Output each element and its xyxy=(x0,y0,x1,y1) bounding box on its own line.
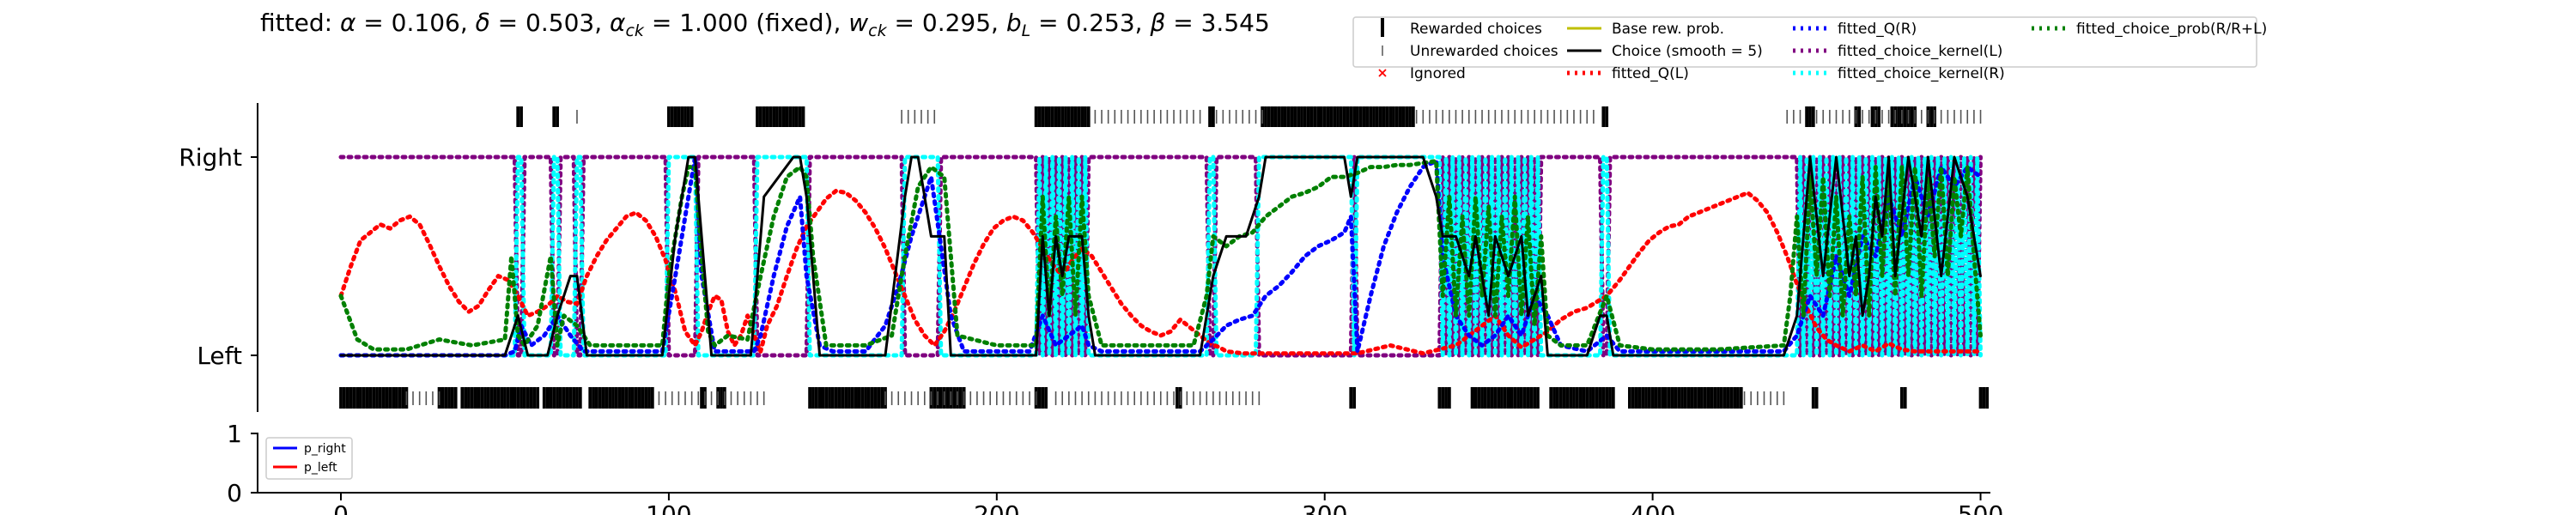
left-choice-raster xyxy=(339,387,1990,409)
legend-marker xyxy=(1378,69,1387,77)
legend-label: fitted_choice_prob(R/R+L) xyxy=(2076,21,2267,38)
lower-xtick-label: 500 xyxy=(1958,500,2003,515)
main-ytick-label: Right xyxy=(179,143,242,172)
legend-item: fitted_choice_kernel(R) xyxy=(1793,65,2005,82)
legend-item: Base rew. prob. xyxy=(1567,21,1724,38)
series-line-choice-smooth-5 xyxy=(339,155,1982,357)
lower-ytick-label: 1 xyxy=(227,420,242,448)
legend: Rewarded choices Unrewarded choices Ignore… xyxy=(1352,16,2267,82)
series-line-fitted-choice-prob-r-r-l xyxy=(338,159,1983,352)
legend-label: fitted_Q(L) xyxy=(1612,65,1689,82)
legend-item: Choice (smooth = 5) xyxy=(1567,43,1763,60)
legend-label: fitted_choice_kernel(L) xyxy=(1838,43,2002,60)
lower-legend-item: p_left xyxy=(273,461,337,475)
legend-label: Rewarded choices xyxy=(1410,21,1542,38)
legend-item: fitted_choice_kernel(L) xyxy=(1793,43,2002,60)
main-plot: Left Right xyxy=(179,103,1990,412)
legend-item: Rewarded choices xyxy=(1381,18,1542,38)
main-ytick-label: Left xyxy=(197,342,242,370)
legend-item: fitted_choice_prob(R/R+L) xyxy=(2032,21,2267,38)
lower-xtick-label: 0 xyxy=(333,500,349,515)
lower-plot: 0 1 0 100 200 300 400 500 p_right p_left xyxy=(227,420,2003,515)
lower-legend-label: p_right xyxy=(304,442,346,456)
lower-xtick-label: 300 xyxy=(1302,500,1347,515)
right-choice-raster xyxy=(516,106,1982,127)
lower-xtick-label: 200 xyxy=(974,500,1019,515)
legend-item: fitted_Q(L) xyxy=(1567,65,1689,82)
lower-legend-label: p_left xyxy=(304,461,337,475)
series-line-fitted-q-r xyxy=(338,154,1983,358)
legend-label: Choice (smooth = 5) xyxy=(1612,43,1763,60)
legend-label: Unrewarded choices xyxy=(1410,43,1558,60)
lower-legend: p_right p_left xyxy=(265,437,353,480)
legend-item: fitted_Q(R) xyxy=(1793,21,1917,38)
lower-legend-item: p_right xyxy=(273,442,346,456)
legend-label: Base rew. prob. xyxy=(1612,21,1724,38)
legend-label: fitted_choice_kernel(R) xyxy=(1838,65,2005,82)
legend-item: Ignored xyxy=(1378,65,1466,82)
lower-xtick-label: 100 xyxy=(646,500,691,515)
series-line-fitted-choice-kernel-r xyxy=(338,154,1983,358)
legend-label: Ignored xyxy=(1410,65,1466,82)
chart-title: fitted: α = 0.106, δ = 0.503, αck = 1.00… xyxy=(260,9,1270,40)
legend-item: Unrewarded choices xyxy=(1382,43,1558,60)
lower-ytick-label: 0 xyxy=(227,479,242,507)
series-line-fitted-choice-kernel-l xyxy=(338,154,1983,358)
lower-xtick-label: 400 xyxy=(1630,500,1675,515)
series-line-fitted-q-l xyxy=(338,188,1983,356)
legend-label: fitted_Q(R) xyxy=(1838,21,1917,38)
